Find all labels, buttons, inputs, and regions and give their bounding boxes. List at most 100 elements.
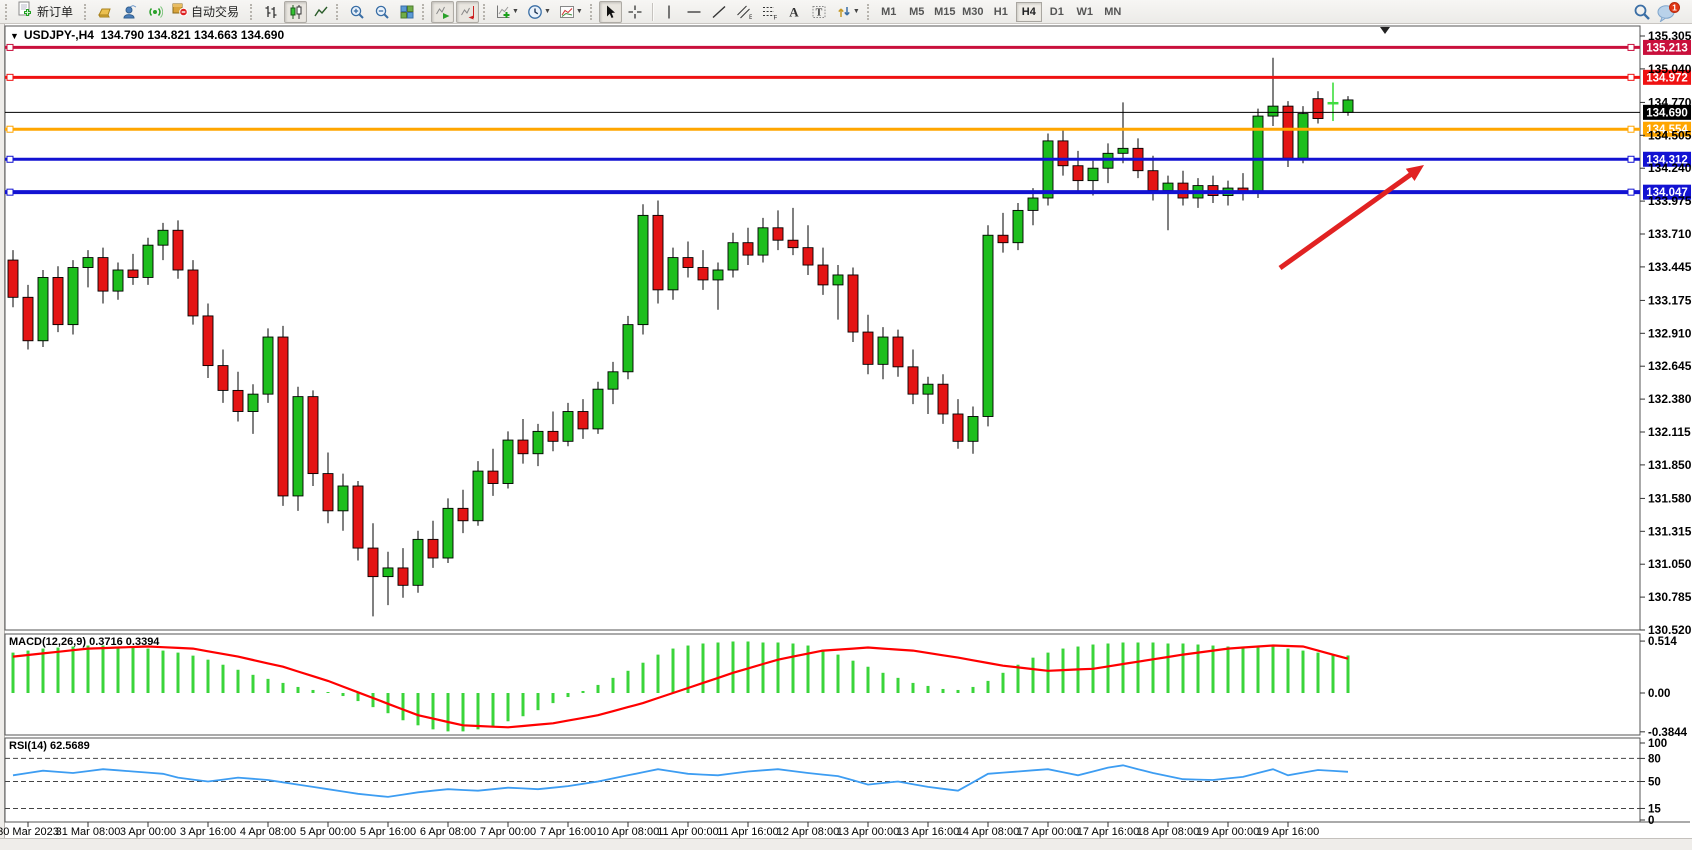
fibonacci-button[interactable]: F	[758, 1, 781, 23]
timeframe-M5-button[interactable]: M5	[909, 5, 925, 18]
hline-handle[interactable]	[6, 188, 14, 196]
bar-chart-button[interactable]	[259, 1, 282, 23]
svg-text:18 Apr 08:00: 18 Apr 08:00	[1137, 826, 1199, 838]
hline-handle[interactable]	[6, 155, 14, 163]
svg-text:134.505: 134.505	[1648, 128, 1692, 142]
toolbar-grip[interactable]	[336, 3, 339, 20]
zoom-out-button[interactable]	[370, 1, 393, 23]
vertical-line-button[interactable]	[658, 1, 681, 23]
cursor-button[interactable]	[598, 0, 622, 23]
chart-shift-button[interactable]	[456, 0, 480, 23]
svg-text:130.785: 130.785	[1648, 590, 1692, 604]
svg-text:17 Apr 16:00: 17 Apr 16:00	[1077, 826, 1139, 838]
price-hline-134.047[interactable]	[5, 188, 1640, 196]
toolbar-grip[interactable]	[5, 3, 8, 20]
line-chart-button[interactable]	[309, 1, 332, 23]
svg-text:100: 100	[1648, 738, 1667, 750]
arrows-button[interactable]: ▼	[833, 1, 863, 23]
toolbar-grip[interactable]	[589, 3, 593, 20]
macd-panel: 0.514 0.00 -0.3844	[11, 636, 1688, 739]
dropdown-caret-icon[interactable]: ▼	[543, 8, 551, 15]
hline-handle[interactable]	[1627, 73, 1635, 81]
timeframe-H1-button[interactable]: H1	[993, 5, 1008, 18]
indicators-icon	[497, 5, 510, 18]
dropdown-caret-icon[interactable]: ▼	[852, 8, 860, 15]
signal-icon	[148, 5, 163, 18]
svg-text:135.213: 135.213	[1646, 42, 1688, 54]
hline-handle[interactable]	[1627, 188, 1635, 196]
svg-text:133.175: 133.175	[1648, 293, 1692, 307]
navigator-button[interactable]	[118, 1, 141, 23]
trendline-button[interactable]	[708, 1, 731, 23]
dropdown-caret-icon[interactable]: ▼	[575, 8, 583, 15]
timeframe-H4-button[interactable]: H4	[1015, 1, 1042, 22]
auto-scroll-button[interactable]	[431, 0, 455, 23]
chart-shift-marker-icon[interactable]	[1380, 27, 1390, 34]
crosshair-button[interactable]	[624, 1, 647, 23]
text-button[interactable]: A	[783, 1, 806, 23]
svg-text:6 Apr 08:00: 6 Apr 08:00	[420, 826, 476, 838]
svg-text:80: 80	[1648, 753, 1661, 765]
hline-handle[interactable]	[6, 43, 14, 51]
market-watch-button[interactable]	[93, 1, 116, 23]
chat-button[interactable]: 1	[1655, 1, 1681, 23]
price-hline-135.213[interactable]	[5, 43, 1640, 51]
timeframe-MN-button[interactable]: MN	[1104, 5, 1122, 18]
timeframe-M1-button[interactable]: M1	[881, 5, 897, 18]
svg-text:134.770: 134.770	[1648, 95, 1692, 109]
toolbar-grip[interactable]	[422, 3, 425, 20]
svg-text:-0.3844: -0.3844	[1648, 727, 1688, 739]
price-axis[interactable]: 135.305 135.040 134.770 134.505 134.240 133.9…	[1640, 29, 1692, 637]
timeframe-M30-button[interactable]: M30	[962, 5, 984, 18]
macd-indicator-label: MACD(12,26,9) 0.3716 0.3394	[9, 636, 160, 648]
text-label-button[interactable]: T	[808, 1, 831, 23]
svg-text:19 Apr 16:00: 19 Apr 16:00	[1257, 826, 1319, 838]
hline-handle[interactable]	[6, 73, 14, 81]
equidistant-channel-button[interactable]: E	[733, 1, 756, 23]
timeframe-W1-button[interactable]: W1	[1076, 5, 1094, 18]
arrows-icon	[838, 6, 850, 17]
toolbar-grip[interactable]	[250, 3, 253, 20]
templates-button[interactable]: ▼	[556, 1, 586, 23]
svg-text:14 Apr 08:00: 14 Apr 08:00	[957, 826, 1019, 838]
price-hline-134.312[interactable]	[5, 155, 1640, 163]
horizontal-line-button[interactable]	[683, 1, 706, 23]
svg-text:134.972: 134.972	[1646, 72, 1688, 84]
hline-handle[interactable]	[1627, 125, 1635, 133]
zoom-in-icon	[350, 5, 364, 19]
hline-handle[interactable]	[1627, 43, 1635, 51]
price-hline-134.972[interactable]	[5, 73, 1640, 81]
hline-handle[interactable]	[1627, 155, 1635, 163]
zoom-out-icon	[375, 5, 389, 19]
dropdown-caret-icon[interactable]: ▼	[512, 8, 519, 15]
tile-windows-button[interactable]	[395, 1, 418, 23]
trend-arrow-annotation[interactable]	[1278, 165, 1424, 271]
search-button[interactable]	[1630, 1, 1653, 23]
toolbar-grip[interactable]	[84, 3, 87, 20]
horizontal-lines[interactable]: 135.213 134.972 134.554 134.312 134.047 134.6…	[5, 39, 1691, 200]
chart-title: ▼ USDJPY-,H4 134.790 134.821 134.663 134.…	[10, 28, 284, 42]
auto-scroll-icon	[435, 6, 450, 19]
periods-button[interactable]: ▼	[524, 1, 554, 23]
zoom-in-button[interactable]	[345, 1, 368, 23]
candlestick-button[interactable]	[284, 0, 308, 23]
signals-button[interactable]	[143, 1, 166, 23]
text-icon: A	[790, 4, 800, 19]
svg-text:133.975: 133.975	[1648, 194, 1692, 208]
timeframe-D1-button[interactable]: D1	[1049, 5, 1064, 18]
new-order-button[interactable]: 新订单	[14, 1, 80, 23]
indicators-button[interactable]: ▼	[492, 1, 522, 23]
timeframe-M15-button[interactable]: M15	[934, 5, 956, 18]
toolbar-grip[interactable]	[866, 3, 870, 20]
svg-text:134.554: 134.554	[1646, 124, 1688, 136]
toolbar-grip[interactable]	[483, 3, 486, 20]
crosshair-icon	[628, 5, 642, 18]
symbol-dropdown-icon[interactable]: ▼	[10, 31, 19, 41]
autotrading-button[interactable]: 自动交易	[168, 1, 246, 23]
hline-handle[interactable]	[6, 125, 14, 133]
price-hline-134.554[interactable]	[5, 125, 1640, 133]
chart-shift-icon	[460, 5, 474, 19]
